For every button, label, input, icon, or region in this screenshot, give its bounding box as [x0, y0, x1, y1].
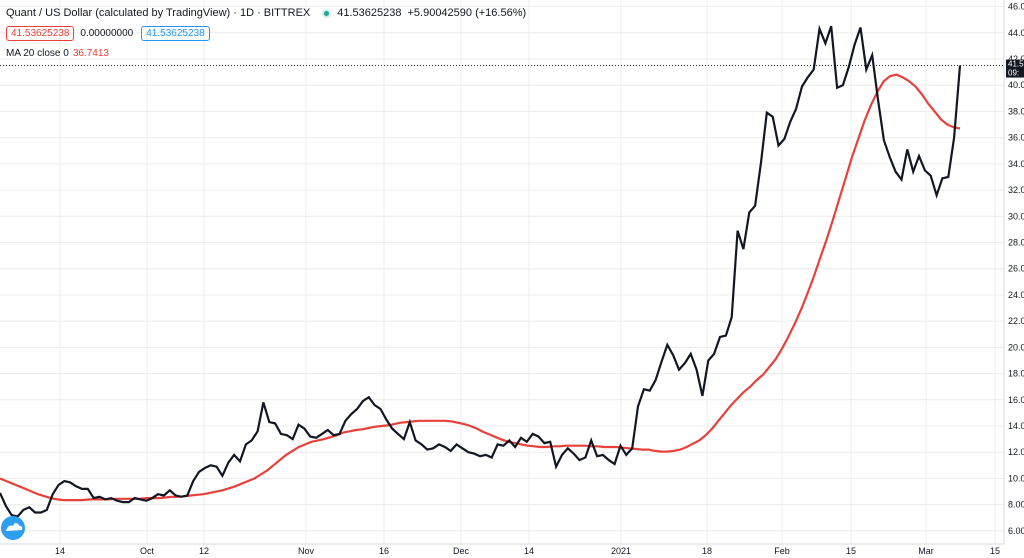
market-status-icon[interactable]: [322, 8, 332, 18]
x-tick-label: 14: [55, 546, 65, 556]
y-tick-label: 16.00: [1008, 395, 1024, 405]
y-tick-label: 40.00: [1008, 80, 1024, 90]
price-line: [0, 24, 962, 518]
y-tick-label: 14.00: [1008, 421, 1024, 431]
x-tick-label: Nov: [298, 546, 315, 556]
grid-lines: [0, 0, 1004, 544]
y-tick-label: 44.00: [1008, 28, 1024, 38]
y-tick-label: 8.00: [1008, 500, 1024, 510]
x-tick-label: 15: [990, 546, 1000, 556]
ma-value: 36.7413: [72, 47, 109, 59]
x-tick-label: 16: [379, 546, 389, 556]
last-price-tag-value: 41.5: [1008, 60, 1024, 69]
x-tick-label: Dec: [453, 546, 470, 556]
x-tick-label: 15: [846, 546, 856, 556]
tradingview-logo[interactable]: [1, 516, 25, 540]
y-tick-label: 6.00: [1008, 526, 1024, 536]
y-tick-label: 28.00: [1008, 238, 1024, 248]
x-tick-label: Feb: [774, 546, 790, 556]
last-value-pill: 41.53625238: [6, 25, 75, 41]
y-tick-label: 46.0: [1008, 2, 1024, 12]
y-tick-label: 12.00: [1008, 447, 1024, 457]
indicator-row: MA 20 close 0 36.7413: [6, 44, 526, 62]
last-price: 41.53625238: [337, 7, 402, 19]
chart-legend: Quant / US Dollar (calculated by Trading…: [6, 4, 526, 62]
y-tick-label: 26.00: [1008, 264, 1024, 274]
ma-20-line: [0, 73, 961, 502]
y-tick-label: 30.00: [1008, 211, 1024, 221]
y-tick-label: 20.00: [1008, 342, 1024, 352]
x-tick-label: 18: [702, 546, 712, 556]
y-tick-label: 38.00: [1008, 106, 1024, 116]
y-tick-label: 22.00: [1008, 316, 1024, 326]
y-tick-label: 24.00: [1008, 290, 1024, 300]
values-row: 41.53625238 0.00000000 41.53625238: [6, 24, 526, 42]
y-tick-label: 10.00: [1008, 473, 1024, 483]
y-tick-label: 34.00: [1008, 159, 1024, 169]
x-tick-label: Oct: [140, 546, 155, 556]
y-tick-label: 42.00: [1008, 54, 1024, 64]
price-change: +5.90042590 (+16.56%): [407, 7, 527, 19]
zero-value: 0.00000000: [80, 27, 134, 39]
price-axis[interactable]: 6.00 8.00 10.00 12.00 14.00 16.00 18.00 20.00 22…: [1008, 2, 1024, 536]
x-tick-label: Mar: [918, 546, 934, 556]
symbol-title[interactable]: Quant / US Dollar (calculated by Trading…: [6, 7, 311, 19]
last-price-tag-countdown: 09:: [1008, 69, 1019, 78]
time-axis[interactable]: 14 Oct 12 Nov 16 Dec 14 2021 18 Feb 15 Mar 15: [55, 546, 1000, 556]
last-price-tag: 41.5 09:: [1006, 59, 1024, 78]
symbol-row: Quant / US Dollar (calculated by Trading…: [6, 4, 526, 22]
value-pill-blue: 41.53625238: [141, 25, 210, 41]
x-tick-label: 2021: [611, 546, 631, 556]
y-tick-label: 36.00: [1008, 133, 1024, 143]
ma-label[interactable]: MA 20 close 0: [6, 47, 69, 59]
x-tick-label: 12: [199, 546, 209, 556]
x-tick-label: 14: [524, 546, 534, 556]
y-tick-label: 32.00: [1008, 185, 1024, 195]
y-tick-label: 18.00: [1008, 369, 1024, 379]
